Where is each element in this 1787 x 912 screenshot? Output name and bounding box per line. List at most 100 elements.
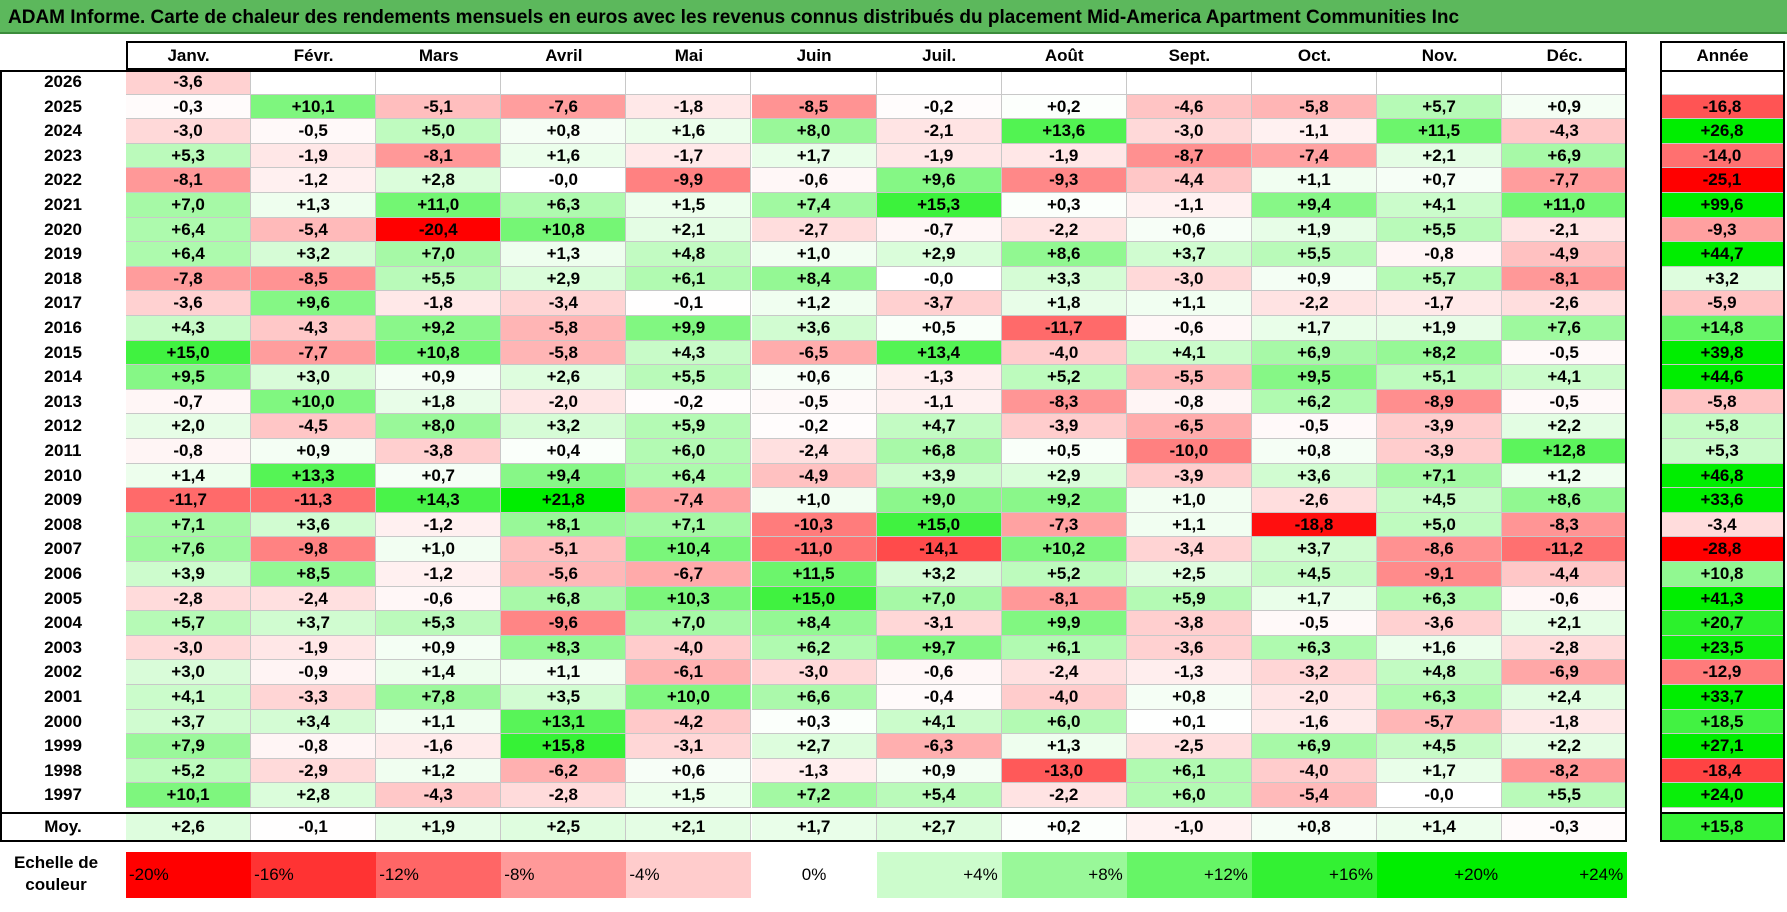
heatmap-cell: +7,0 bbox=[376, 242, 502, 267]
heatmap-cell: +3,2 bbox=[501, 414, 627, 439]
year-label: 2001 bbox=[44, 687, 82, 706]
average-cell: -0,1 bbox=[251, 812, 377, 842]
heatmap-cell: -2,4 bbox=[251, 586, 377, 612]
heatmap-cell: -7,8 bbox=[126, 266, 252, 292]
heatmap-cell: -8,9 bbox=[1377, 389, 1503, 415]
heatmap-cell: -4,9 bbox=[751, 463, 877, 489]
heatmap-cell: +7,0 bbox=[876, 586, 1002, 612]
year-label: 2010 bbox=[44, 465, 82, 485]
heatmap-cell: +1,3 bbox=[501, 242, 627, 267]
heatmap-cell: -7,7 bbox=[251, 340, 377, 366]
page-title: ADAM Informe. Carte de chaleur des rende… bbox=[8, 7, 1460, 28]
heatmap-cell: +5,3 bbox=[126, 143, 252, 169]
heatmap-cell: -4,3 bbox=[251, 316, 377, 341]
heatmap-cell: -0,6 bbox=[876, 660, 1002, 685]
heatmap-cell: -5,7 bbox=[1377, 709, 1503, 735]
heatmap-cell: -8,1 bbox=[376, 143, 502, 169]
heatmap-cell: +4,7 bbox=[876, 414, 1002, 439]
heatmap-cell bbox=[1126, 70, 1252, 95]
month-header: Févr. bbox=[293, 46, 334, 65]
heatmap-cell: +6,4 bbox=[126, 217, 252, 243]
heatmap-cell: +21,8 bbox=[501, 488, 627, 513]
heatmap-cell: -3,7 bbox=[876, 291, 1002, 316]
heatmap-cell: +2,2 bbox=[1502, 414, 1628, 439]
heatmap-cell: +6,0 bbox=[626, 439, 752, 464]
heatmap-cell: +11,5 bbox=[751, 562, 877, 587]
heatmap-cell: -2,1 bbox=[1502, 217, 1628, 243]
heatmap-cell: +9,9 bbox=[626, 316, 752, 341]
heatmap-cell bbox=[751, 70, 877, 95]
heatmap-cell: -6,5 bbox=[1126, 414, 1252, 439]
annual-cell: +18,5 bbox=[1660, 709, 1785, 735]
heatmap-cell: +1,8 bbox=[1001, 291, 1127, 316]
heatmap-cell: +9,4 bbox=[501, 463, 627, 489]
heatmap-cell: +1,2 bbox=[1502, 463, 1628, 489]
heatmap-cell: -5,1 bbox=[501, 537, 627, 562]
heatmap-cell: +13,3 bbox=[251, 463, 377, 489]
heatmap-cell: -4,0 bbox=[1001, 685, 1127, 710]
year-label: 2024 bbox=[44, 121, 82, 141]
heatmap-cell: +5,2 bbox=[1001, 562, 1127, 587]
heatmap-cell: -0,8 bbox=[251, 734, 377, 759]
heatmap-cell: +5,2 bbox=[126, 758, 252, 784]
heatmap-cell: +0,6 bbox=[626, 758, 752, 784]
heatmap-cell: +9,7 bbox=[876, 635, 1002, 661]
average-cell: -1,0 bbox=[1126, 812, 1252, 842]
heatmap-cell: +3,9 bbox=[126, 562, 252, 587]
average-separator bbox=[0, 812, 1628, 814]
color-scale-swatch: -20% bbox=[126, 852, 252, 898]
heatmap-cell: -1,6 bbox=[1251, 709, 1377, 735]
heatmap-cell: -1,8 bbox=[1502, 709, 1628, 735]
heatmap-cell: +10,1 bbox=[126, 783, 252, 808]
heatmap-cell: +1,7 bbox=[751, 143, 877, 169]
heatmap-cell: +2,6 bbox=[501, 365, 627, 390]
heatmap-cell: -3,0 bbox=[751, 660, 877, 685]
heatmap-cell: -1,9 bbox=[251, 635, 377, 661]
heatmap-cell: +4,3 bbox=[126, 316, 252, 341]
heatmap-cell: -2,4 bbox=[1001, 660, 1127, 685]
heatmap-cell: -1,8 bbox=[376, 291, 502, 316]
heatmap-cell: +0,9 bbox=[251, 439, 377, 464]
heatmap-cell bbox=[876, 70, 1002, 95]
heatmap-cell: -8,6 bbox=[1377, 537, 1503, 562]
average-cell: +2,7 bbox=[876, 812, 1002, 842]
heatmap-cell: +3,0 bbox=[126, 660, 252, 685]
heatmap-cell: +6,8 bbox=[501, 586, 627, 612]
heatmap-cell: +0,2 bbox=[1001, 94, 1127, 120]
year-label: 2012 bbox=[44, 416, 82, 436]
heatmap-cell: -8,3 bbox=[1001, 389, 1127, 415]
heatmap-cell: -6,3 bbox=[876, 734, 1002, 759]
heatmap-cell: +3,2 bbox=[876, 562, 1002, 587]
heatmap-cell: -1,1 bbox=[1251, 119, 1377, 144]
annual-cell: +99,6 bbox=[1660, 193, 1785, 218]
heatmap-cell: -9,9 bbox=[626, 168, 752, 193]
heatmap-cell: -7,4 bbox=[626, 488, 752, 513]
heatmap-cell: +4,8 bbox=[1377, 660, 1503, 685]
heatmap-cell: -5,4 bbox=[1251, 783, 1377, 808]
heatmap-cell: +5,9 bbox=[626, 414, 752, 439]
heatmap-cell: +0,7 bbox=[376, 463, 502, 489]
annual-cell: +33,7 bbox=[1660, 685, 1785, 710]
heatmap-cell: -5,8 bbox=[501, 316, 627, 341]
month-header: Avril bbox=[545, 46, 583, 65]
color-scale-label-line2: couleur bbox=[25, 875, 87, 894]
annual-cell: -3,4 bbox=[1660, 512, 1785, 538]
heatmap-cell: +1,5 bbox=[626, 193, 752, 218]
heatmap-cell: +10,1 bbox=[251, 94, 377, 120]
heatmap-cell: -0,6 bbox=[1502, 586, 1628, 612]
heatmap-cell: +3,7 bbox=[126, 709, 252, 735]
heatmap-cell: +7,9 bbox=[126, 734, 252, 759]
heatmap-cell: +6,3 bbox=[1377, 586, 1503, 612]
heatmap-cell: -1,9 bbox=[876, 143, 1002, 169]
heatmap-cell: +3,6 bbox=[251, 512, 377, 538]
heatmap-cell: -6,9 bbox=[1502, 660, 1628, 685]
heatmap-cell: +8,6 bbox=[1502, 488, 1628, 513]
heatmap-cell: +8,6 bbox=[1001, 242, 1127, 267]
average-label: Moy. bbox=[44, 817, 82, 836]
year-label: 1998 bbox=[44, 760, 82, 780]
heatmap-cell: +5,5 bbox=[376, 266, 502, 292]
heatmap-cell: -1,8 bbox=[626, 94, 752, 120]
heatmap-cell: +3,6 bbox=[751, 316, 877, 341]
heatmap-cell: -11,2 bbox=[1502, 537, 1628, 562]
heatmap-cell: +9,5 bbox=[1251, 365, 1377, 390]
